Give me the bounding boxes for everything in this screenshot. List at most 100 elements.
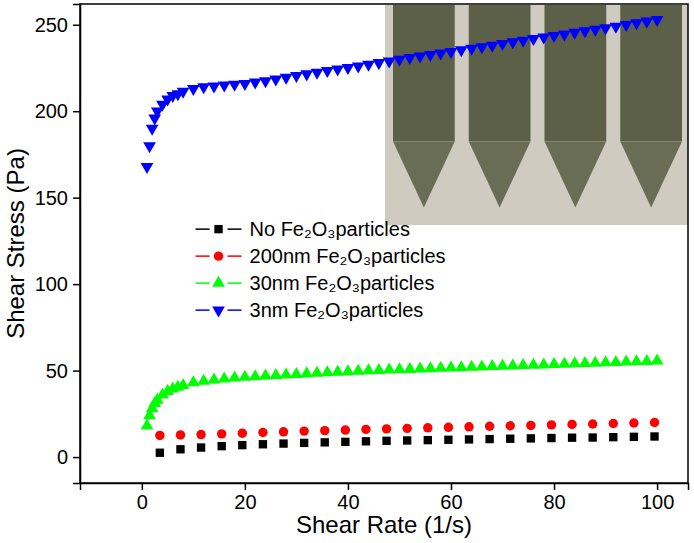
data-point	[143, 142, 156, 153]
data-point	[403, 436, 411, 444]
data-point	[651, 16, 664, 27]
data-point	[506, 358, 519, 369]
data-point	[155, 431, 164, 440]
legend-symbol	[214, 251, 223, 260]
data-point	[258, 428, 267, 437]
legend-line	[196, 255, 210, 257]
data-point	[148, 114, 161, 125]
data-point	[486, 42, 499, 53]
series-3	[141, 16, 664, 174]
legend-label: 30nm Fe₂O₃particles	[250, 272, 435, 294]
photo-tube	[469, 5, 531, 141]
data-point	[537, 34, 550, 45]
data-point	[465, 435, 473, 443]
tick-mark	[73, 284, 80, 286]
data-point	[402, 424, 411, 433]
tick-mark	[73, 25, 80, 27]
data-point	[331, 365, 344, 376]
data-point	[383, 57, 396, 68]
data-point	[496, 40, 509, 51]
data-point	[547, 434, 555, 442]
tick-label: 50	[46, 359, 68, 381]
data-point	[362, 363, 375, 374]
data-point	[146, 125, 159, 136]
tick-label: 0	[137, 491, 148, 513]
data-point	[311, 366, 324, 377]
data-point	[517, 37, 530, 48]
data-point	[197, 443, 205, 451]
legend-entry: 200nm Fe₂O₃particles	[196, 245, 446, 267]
data-point	[280, 74, 293, 85]
data-point	[485, 435, 493, 443]
data-point	[352, 62, 365, 73]
legend-symbol	[212, 306, 225, 317]
tick-label: 40	[337, 491, 359, 513]
data-point	[311, 69, 324, 80]
plot-frame	[80, 4, 688, 483]
data-point	[383, 363, 396, 374]
tick-label: 0	[57, 446, 68, 468]
data-point	[141, 163, 154, 174]
data-point	[176, 430, 185, 439]
tick: 0	[137, 483, 148, 513]
photo-tube-tip	[620, 141, 682, 207]
data-point	[465, 45, 478, 56]
data-point	[259, 368, 272, 379]
data-point	[259, 440, 267, 448]
plot: 020406080100050100150200250No Fe₂O₃parti…	[35, 4, 689, 513]
data-point	[208, 82, 221, 93]
data-point	[196, 430, 205, 439]
tick-mark	[657, 483, 659, 490]
data-point	[527, 358, 540, 369]
data-point	[218, 442, 226, 450]
tick-mark	[245, 483, 247, 490]
data-point	[548, 357, 561, 368]
data-point	[506, 421, 515, 430]
data-point	[629, 418, 638, 427]
data-point	[403, 362, 416, 373]
legend-label: 200nm Fe₂O₃particles	[250, 245, 446, 267]
data-point	[630, 354, 643, 365]
data-point	[290, 367, 303, 378]
tick-mark	[73, 111, 80, 113]
tick: 50	[46, 359, 80, 381]
data-point	[300, 439, 308, 447]
data-point	[197, 83, 210, 94]
photo-tube	[620, 5, 682, 141]
data-point	[239, 370, 252, 381]
data-point	[269, 76, 282, 87]
data-point	[403, 54, 416, 65]
legend-symbol	[214, 225, 222, 233]
legend-label: No Fe₂O₃particles	[250, 218, 410, 240]
data-point	[588, 433, 596, 441]
plot-area	[141, 5, 688, 457]
data-point	[279, 427, 288, 436]
data-point	[238, 441, 246, 449]
y-axis-title: Shear Stress (Pa)	[2, 148, 29, 339]
data-point	[218, 82, 231, 93]
data-point	[187, 85, 200, 96]
data-point	[444, 436, 452, 444]
data-point	[321, 438, 329, 446]
tick-mark	[451, 483, 453, 490]
tick-mark	[73, 197, 80, 199]
data-point	[331, 66, 344, 77]
data-point	[526, 421, 535, 430]
tick-label: 80	[543, 491, 565, 513]
data-point	[424, 436, 432, 444]
data-point	[476, 43, 489, 54]
data-point	[568, 29, 581, 40]
data-point	[259, 77, 272, 88]
legend-line	[228, 255, 242, 257]
data-point	[445, 48, 458, 59]
legend-line	[196, 282, 210, 284]
tick: 0	[57, 446, 80, 468]
chart: 020406080100050100150200250No Fe₂O₃parti…	[0, 0, 694, 543]
data-point	[362, 437, 370, 445]
data-point	[620, 21, 633, 32]
series-2	[141, 354, 664, 430]
legend-line	[196, 228, 210, 230]
tick: 80	[543, 483, 565, 513]
data-point	[465, 360, 478, 371]
data-point	[414, 53, 427, 64]
